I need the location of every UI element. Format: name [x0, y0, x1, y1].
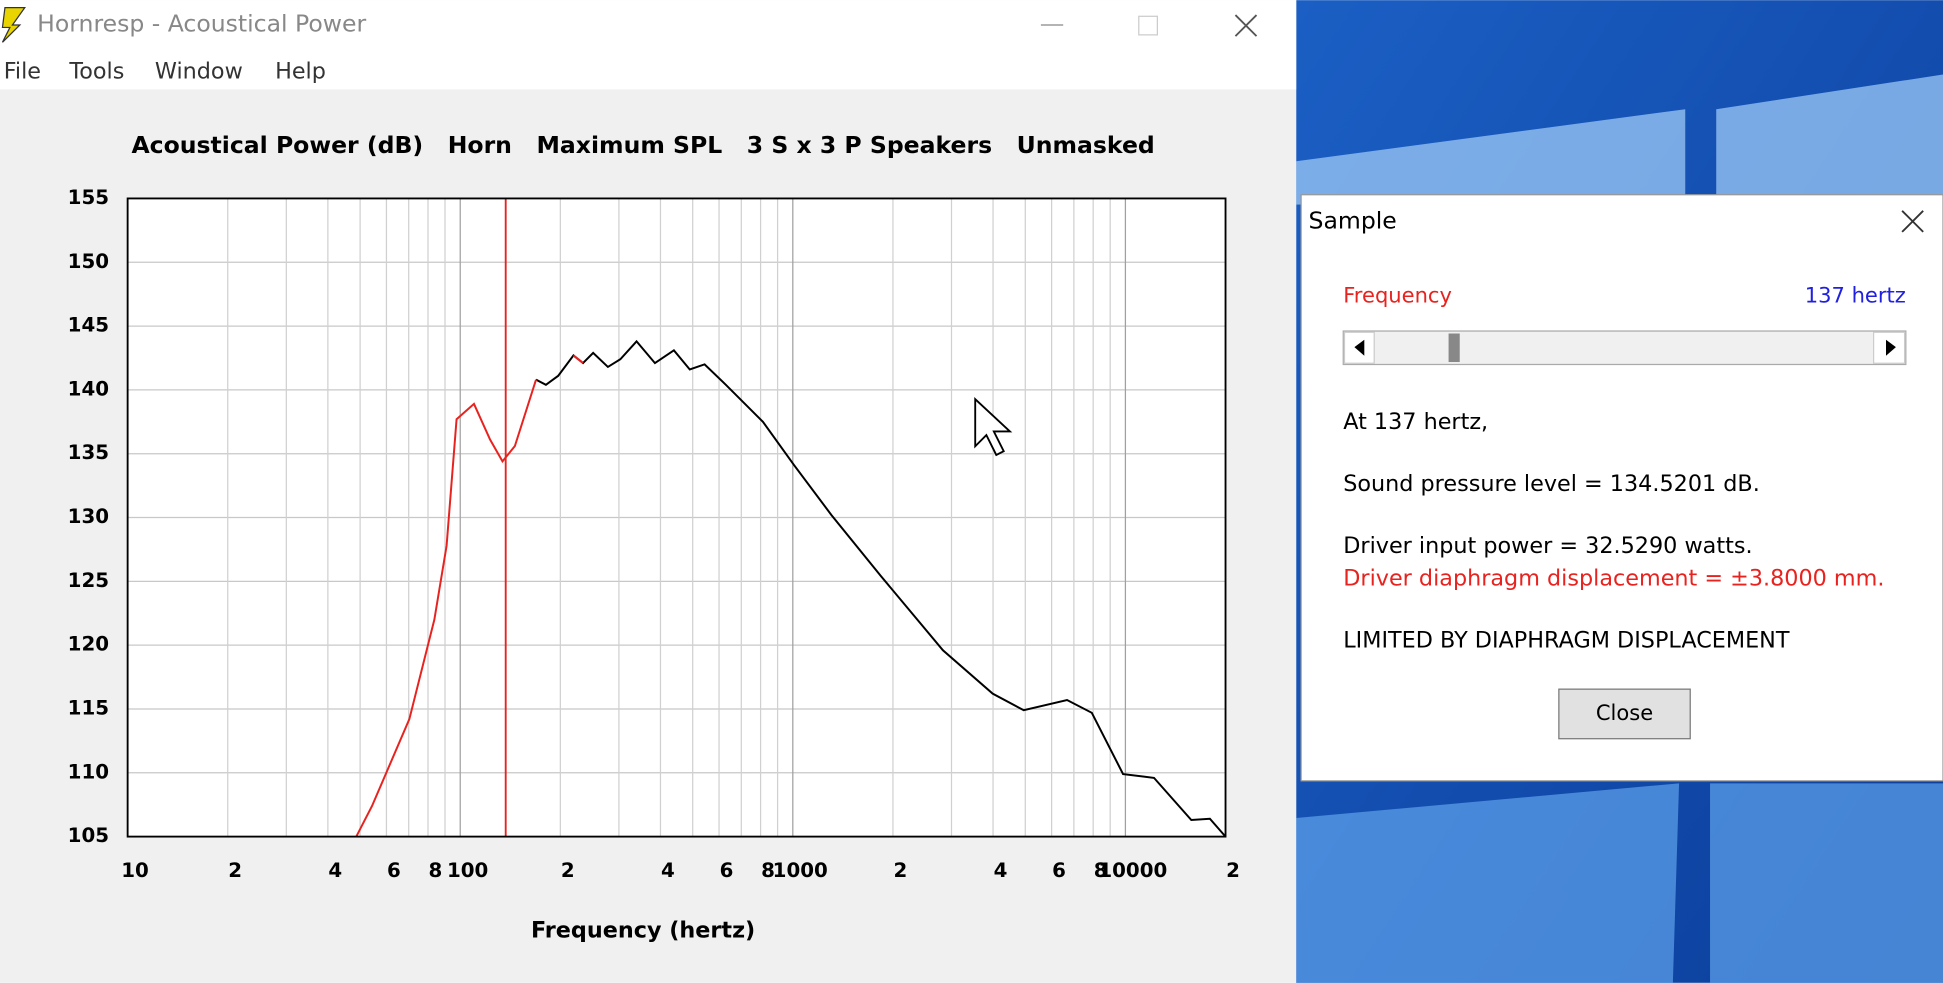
y-tick-label: 110 — [68, 760, 109, 783]
desktop-light — [1296, 783, 1680, 983]
plot-frame — [126, 197, 1227, 838]
window-title: Hornresp - Acoustical Power — [37, 9, 366, 37]
x-tick-label: 10000 — [1098, 859, 1167, 882]
y-tick-label: 120 — [68, 633, 109, 656]
menu-item[interactable]: Window — [155, 59, 243, 85]
y-tick-label: 140 — [68, 377, 109, 400]
desktop-light — [1710, 783, 1943, 983]
y-tick-label: 145 — [68, 314, 109, 337]
frequency-slider[interactable] — [1342, 330, 1907, 366]
dialog-title: Sample — [1309, 206, 1397, 234]
frequency-value: 137 hertz — [1805, 282, 1906, 307]
x-tick-label: 4 — [994, 859, 1008, 882]
mouse-cursor — [974, 397, 1013, 457]
x-tick-label: 4 — [661, 859, 675, 882]
chart-title: Acoustical Power (dB) Horn Maximum SPL 3… — [131, 131, 1154, 159]
dialog — [1300, 194, 1943, 782]
x-tick-label: 6 — [1052, 859, 1066, 882]
y-tick-label: 115 — [68, 696, 109, 719]
x-tick-label: 10 — [121, 859, 149, 882]
x-tick-label: 8 — [429, 859, 443, 882]
close-dialog-button[interactable] — [1558, 688, 1691, 740]
warning-line: Driver diaphragm displacement = ±3.8000 … — [1343, 565, 1884, 591]
x-tick-label: 8 — [1094, 859, 1108, 882]
x-tick-label: 100 — [447, 859, 488, 882]
y-tick-label: 130 — [68, 505, 109, 528]
x-tick-label: 6 — [720, 859, 734, 882]
maximize-button[interactable] — [1138, 15, 1158, 36]
app-icon — [1, 6, 26, 43]
close-button-label: Close — [1596, 700, 1653, 725]
y-tick-label: 125 — [68, 569, 109, 592]
y-tick-label: 105 — [68, 824, 109, 847]
y-tick-label: 155 — [68, 186, 109, 209]
right-arrow — [1885, 339, 1896, 356]
desktop-light — [1716, 74, 1943, 199]
close-button[interactable] — [1234, 14, 1258, 37]
desktop-light — [1296, 109, 1686, 205]
menu-item[interactable]: Help — [275, 59, 326, 85]
frequency-label: Frequency — [1343, 282, 1452, 307]
response-curve — [355, 354, 584, 838]
status-line: LIMITED BY DIAPHRAGM DISPLACEMENT — [1343, 627, 1790, 653]
y-tick-label: 150 — [68, 250, 109, 273]
x-tick-label: 2 — [1226, 859, 1240, 882]
left-arrow — [1354, 339, 1365, 356]
y-tick-label: 135 — [68, 441, 109, 464]
dialog-close-icon[interactable] — [1901, 210, 1924, 233]
x-tick-label: 2 — [561, 859, 575, 882]
x-tick-label: 1000 — [773, 859, 828, 882]
response-curve — [535, 339, 1227, 838]
x-tick-label: 6 — [387, 859, 401, 882]
slider-left-button[interactable] — [1343, 331, 1375, 364]
x-tick-label: 2 — [893, 859, 907, 882]
menu-item[interactable]: Tools — [68, 59, 124, 85]
menu-item[interactable]: File — [4, 59, 41, 85]
title-bar — [0, 0, 1297, 90]
x-tick-label: 8 — [761, 859, 775, 882]
info-line: Sound pressure level = 134.5201 dB. — [1343, 471, 1760, 497]
x-axis-label: Frequency (hertz) — [531, 917, 755, 943]
x-tick-label: 2 — [228, 859, 242, 882]
slider-thumb[interactable] — [1448, 333, 1460, 363]
info-line: At 137 hertz, — [1343, 409, 1488, 435]
info-line: Driver input power = 32.5290 watts. — [1343, 533, 1752, 559]
x-tick-label: 4 — [328, 859, 342, 882]
